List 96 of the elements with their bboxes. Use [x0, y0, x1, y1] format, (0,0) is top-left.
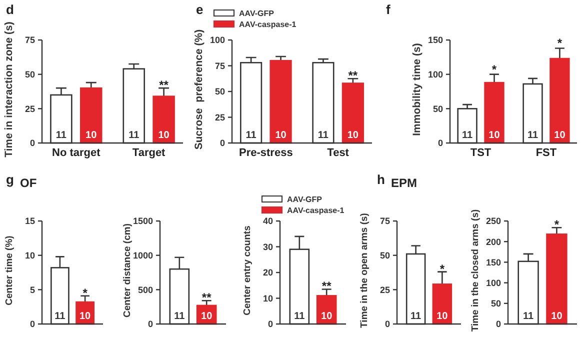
annotation: 10 — [275, 130, 287, 141]
y-tick-label: 75 — [214, 60, 225, 71]
chart-title: e — [196, 2, 204, 17]
y-tick-label: 25 — [380, 284, 390, 295]
y-tick-label: 100 — [210, 35, 225, 46]
y-tick-label: 0 — [220, 138, 225, 148]
y-tick-label: 50 — [24, 69, 35, 80]
annotation: * — [554, 218, 560, 232]
chart-subtitle: OF — [20, 176, 37, 190]
y-tick-label: 50 — [380, 250, 390, 260]
y-tick-label: 200 — [486, 236, 501, 247]
annotation: * — [440, 262, 445, 276]
y-tick-label: 25 — [24, 104, 35, 114]
y-axis-title: Sucrose preference (%) — [193, 29, 205, 150]
annotation: 10 — [158, 130, 170, 141]
y-axis-title: Center entry counts — [242, 226, 253, 316]
annotation: 11 — [128, 130, 140, 141]
x-tick-label: Target — [132, 147, 166, 159]
y-axis-title: Time in interaction zone (s) — [3, 22, 15, 158]
annotation: 10 — [551, 311, 563, 322]
y-axis-title: Center time (%) — [4, 236, 15, 306]
y-axis-title: Center distance (cm) — [122, 224, 133, 318]
y-tick-label: 0 — [384, 319, 390, 330]
bar — [152, 96, 175, 144]
y-tick-label: 25 — [214, 112, 225, 122]
chart-title: g — [6, 172, 14, 187]
annotation: 10 — [554, 130, 566, 141]
annotation: 10 — [321, 311, 333, 322]
y-tick-label: 100 — [428, 69, 443, 80]
y-tick-label: 30 — [262, 242, 273, 252]
legend-label: AAV-caspase-1 — [239, 20, 297, 29]
y-tick-label: 0 — [148, 319, 153, 330]
y-axis-title: Time in the open arms (s) — [359, 213, 370, 328]
annotation: 11 — [294, 311, 306, 322]
y-tick-label: 100 — [486, 278, 501, 288]
y-axis-title: Time in the closed arms (s) — [470, 209, 481, 332]
y-tick-label: 50 — [432, 104, 443, 114]
y-tick-label: 0 — [30, 319, 35, 330]
legend-label: AAV-GFP — [239, 8, 275, 18]
x-tick-label: Pre-stress — [239, 147, 293, 159]
x-tick-label: Test — [327, 147, 350, 159]
annotation: 11 — [318, 130, 329, 141]
annotation: * — [557, 36, 562, 50]
y-tick-label: 10 — [24, 250, 35, 260]
y-tick-label: 0 — [30, 138, 35, 148]
y-tick-label: 0 — [438, 138, 443, 148]
annotation: 10 — [347, 130, 359, 141]
bar — [270, 60, 292, 144]
x-tick-label: TST — [470, 147, 492, 159]
y-tick-label: 500 — [138, 284, 153, 295]
annotation: 10 — [86, 130, 98, 141]
x-tick-label: No target — [52, 147, 101, 159]
chart-title: h — [377, 172, 385, 187]
bar — [484, 82, 504, 144]
y-tick-label: 0 — [496, 319, 501, 330]
annotation: 11 — [523, 311, 534, 322]
y-tick-label: 75 — [24, 35, 35, 46]
y-tick-label: 15 — [24, 216, 35, 226]
chart-subtitle: EPM — [391, 176, 418, 190]
annotation: 11 — [54, 311, 66, 322]
y-tick-label: 10 — [262, 293, 273, 304]
y-tick-label: 1500 — [132, 216, 153, 226]
y-tick-label: 150 — [428, 35, 443, 46]
y-tick-label: 75 — [380, 216, 390, 226]
annotation: ** — [202, 290, 212, 305]
legend-label: AAV-GFP — [287, 194, 323, 204]
annotation: 11 — [174, 311, 186, 322]
annotation: ** — [348, 68, 358, 83]
y-tick-label: 1000 — [132, 250, 153, 260]
annotation: 11 — [462, 130, 474, 141]
y-tick-label: 20 — [262, 268, 273, 278]
y-tick-label: 50 — [214, 86, 225, 97]
y-tick-label: 50 — [490, 298, 501, 309]
x-tick-label: FST — [536, 147, 557, 159]
annotation: 10 — [79, 311, 92, 322]
annotation: 11 — [246, 130, 257, 141]
bar — [550, 58, 570, 144]
annotation: ** — [322, 279, 332, 294]
bar — [80, 87, 102, 144]
annotation: 10 — [201, 311, 213, 322]
annotation: 11 — [527, 130, 538, 141]
chart-title: f — [386, 2, 391, 17]
annotation: * — [82, 286, 88, 300]
legend-label: AAV-caspase-1 — [287, 206, 345, 215]
bar — [342, 82, 364, 144]
annotation: ** — [159, 78, 169, 92]
annotation: * — [492, 62, 497, 76]
annotation: 11 — [410, 311, 422, 322]
chart-title: d — [6, 2, 14, 17]
y-tick-label: 250 — [486, 216, 501, 226]
y-tick-label: 0 — [268, 319, 273, 330]
annotation: 11 — [56, 130, 67, 141]
y-tick-label: 40 — [262, 216, 273, 226]
y-tick-label: 150 — [486, 257, 501, 268]
y-tick-label: 5 — [30, 284, 35, 295]
y-axis-title: Immobility time (s) — [411, 43, 423, 136]
